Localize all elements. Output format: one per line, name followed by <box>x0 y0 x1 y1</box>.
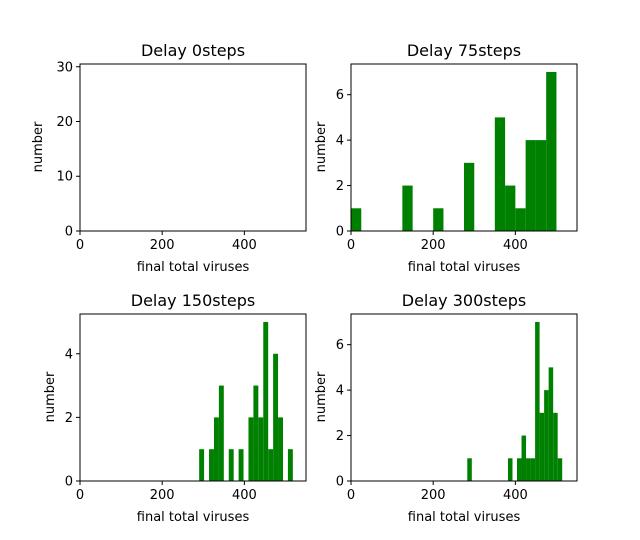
y-tick-label: 10 <box>56 170 73 185</box>
x-ticks: 0 200 400 <box>76 231 257 253</box>
y-tick-label: 2 <box>336 429 344 444</box>
histogram-bar <box>530 458 536 481</box>
x-axis-label: final total viruses <box>137 510 250 525</box>
y-tick-label: 4 <box>336 384 344 399</box>
x-tick-label: 400 <box>232 238 257 253</box>
histogram-bar <box>209 449 214 481</box>
histogram-bar <box>507 458 513 481</box>
histogram-bar <box>521 435 527 481</box>
chart-title: Delay 75steps <box>407 41 521 60</box>
histogram-bar <box>464 162 475 231</box>
x-tick-label: 400 <box>503 488 528 503</box>
x-axis-label: final total viruses <box>408 260 521 275</box>
subplot-delay-75: Delay 75steps 0 200 400 0 2 4 6 final total v… <box>314 41 578 275</box>
y-tick-label: 30 <box>56 60 73 75</box>
histogram-bar <box>517 458 522 481</box>
y-ticks: 0 2 4 6 <box>336 338 351 490</box>
x-ticks: 0 200 400 <box>76 481 257 503</box>
histogram-bar <box>557 458 563 481</box>
y-tick-label: 6 <box>336 338 344 353</box>
y-ticks: 0 10 20 30 <box>56 60 80 240</box>
subplot-delay-300: Delay 300steps 0 200 400 0 2 4 6 final total … <box>314 291 578 525</box>
histogram-bar <box>402 185 413 231</box>
x-tick-label: 200 <box>150 488 175 503</box>
y-tick-label: 4 <box>336 134 344 149</box>
histogram-bar <box>535 140 547 231</box>
histogram-bar <box>278 417 283 481</box>
y-tick-label: 0 <box>65 475 73 490</box>
x-tick-label: 200 <box>150 238 175 253</box>
bars-group <box>467 321 563 481</box>
histogram-bar <box>248 417 254 481</box>
histogram-bar <box>515 208 526 231</box>
histogram-bar <box>539 412 545 481</box>
histogram-bar <box>263 321 269 481</box>
histogram-bar <box>433 208 444 231</box>
histogram-bar <box>494 117 506 231</box>
x-tick-label: 0 <box>76 238 84 253</box>
histogram-bar <box>351 208 362 231</box>
histogram-bar <box>268 449 274 481</box>
histogram-bar <box>546 71 557 231</box>
histogram-bar <box>553 412 558 481</box>
histogram-bar <box>535 321 540 481</box>
y-tick-label: 2 <box>65 411 73 426</box>
histogram-bar <box>218 385 224 481</box>
y-tick-label: 4 <box>65 347 73 362</box>
y-axis-label: number <box>314 371 329 422</box>
histogram-bar <box>213 417 219 481</box>
histogram-bar <box>525 140 536 231</box>
histogram-bar <box>544 390 549 481</box>
x-tick-label: 200 <box>421 488 446 503</box>
y-tick-label: 0 <box>336 225 344 240</box>
histogram-bar <box>253 385 259 481</box>
histogram-bar <box>228 449 234 481</box>
histogram-bar <box>258 417 264 481</box>
x-tick-label: 200 <box>421 238 446 253</box>
histogram-bar <box>467 458 472 481</box>
x-tick-label: 0 <box>347 238 355 253</box>
x-tick-label: 0 <box>347 488 355 503</box>
y-tick-label: 0 <box>65 225 73 240</box>
x-tick-label: 400 <box>232 488 257 503</box>
bars-group <box>199 321 293 481</box>
histogram-bar <box>287 449 293 481</box>
y-tick-label: 20 <box>56 115 73 130</box>
histogram-bar <box>526 458 531 481</box>
axes-frame <box>350 63 578 232</box>
subplot-delay-0: Delay 0steps 0 200 400 0 10 20 30 final total… <box>31 41 307 275</box>
x-tick-label: 0 <box>76 488 84 503</box>
x-tick-label: 400 <box>503 238 528 253</box>
subplot-delay-150: Delay 150steps 0 200 400 0 2 4 final total v… <box>43 291 307 525</box>
y-axis-label: number <box>31 121 46 172</box>
y-axis-label: number <box>314 121 329 172</box>
axes-frame <box>350 313 578 482</box>
chart-title: Delay 150steps <box>131 291 255 310</box>
chart-title: Delay 300steps <box>402 291 526 310</box>
y-tick-label: 0 <box>336 475 344 490</box>
y-ticks: 0 2 4 6 <box>336 88 351 240</box>
x-axis-label: final total viruses <box>408 510 521 525</box>
y-tick-label: 2 <box>336 179 344 194</box>
axes-frame <box>79 63 307 232</box>
y-ticks: 0 2 4 <box>65 347 80 490</box>
histogram-bar <box>548 367 554 481</box>
x-ticks: 0 200 400 <box>347 231 528 253</box>
histogram-bar <box>199 449 205 481</box>
histogram-bar <box>238 449 244 481</box>
bars-group <box>351 71 557 231</box>
axes-frame <box>79 313 307 482</box>
x-axis-label: final total viruses <box>137 260 250 275</box>
chart-title: Delay 0steps <box>141 41 245 60</box>
histogram-bar <box>505 185 516 231</box>
histogram-bar <box>273 353 279 481</box>
y-tick-label: 6 <box>336 88 344 103</box>
y-axis-label: number <box>43 371 58 422</box>
x-ticks: 0 200 400 <box>347 481 528 503</box>
